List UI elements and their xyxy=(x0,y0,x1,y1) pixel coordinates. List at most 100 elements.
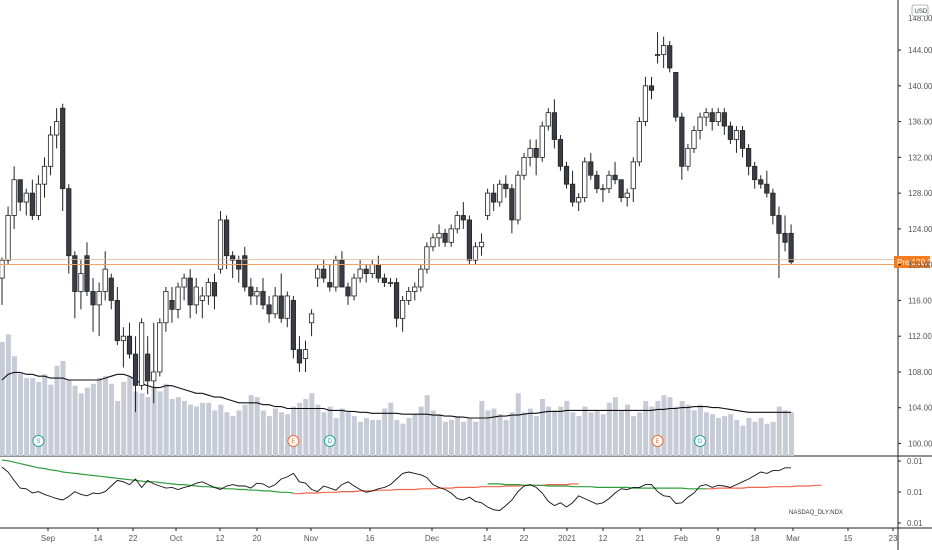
candle-body xyxy=(466,219,472,261)
candle-body xyxy=(381,277,388,283)
candle-body xyxy=(363,268,369,275)
candle-body xyxy=(369,264,375,274)
volume-bar xyxy=(758,418,764,456)
time-tick-label: Dec xyxy=(425,534,439,543)
time-tick-label: 16 xyxy=(366,534,375,543)
volume-bar xyxy=(175,397,181,456)
candle-body xyxy=(624,192,630,198)
volume-bar xyxy=(339,408,345,456)
volume-bar xyxy=(631,416,637,456)
volume-bar xyxy=(540,399,546,456)
candle-body xyxy=(424,246,430,270)
volume-bar xyxy=(485,410,491,456)
time-tick-label: 15 xyxy=(844,534,853,543)
time-tick-label: Mar xyxy=(786,534,800,543)
volume-bar xyxy=(206,402,212,456)
candle-body xyxy=(84,255,90,292)
candle-body xyxy=(78,273,84,292)
volume-bar xyxy=(685,404,691,456)
volume-bar xyxy=(776,406,782,456)
candle-body xyxy=(41,165,48,185)
candle-body xyxy=(436,232,442,239)
volume-bar xyxy=(570,412,576,456)
candle-body xyxy=(54,121,60,136)
volume-bar xyxy=(279,412,285,456)
volume-bar xyxy=(679,400,685,456)
candle-body xyxy=(733,130,740,140)
volume-bar xyxy=(151,387,157,456)
indicator-tick-label: 0.01 xyxy=(907,519,923,528)
candle-body xyxy=(576,197,582,203)
candle-body xyxy=(163,291,169,324)
candle-body xyxy=(454,215,460,230)
candle-body xyxy=(509,188,515,221)
candle-body xyxy=(102,268,108,292)
price-tick-label: 140.00 xyxy=(908,82,932,91)
event-badge xyxy=(694,435,707,447)
event-badge-letter: S xyxy=(36,439,40,445)
volume-bar xyxy=(285,414,291,456)
volume-bar xyxy=(187,404,193,456)
candle-body xyxy=(0,259,5,279)
volume-bar xyxy=(272,408,278,456)
candle-body xyxy=(503,183,509,190)
volume-bar xyxy=(127,376,133,456)
candle-body xyxy=(478,241,485,248)
volume-bar xyxy=(364,418,369,456)
volume-bar xyxy=(394,419,400,456)
event-badge xyxy=(323,435,336,447)
candle-body xyxy=(5,215,11,261)
candle-body xyxy=(679,116,685,167)
volume-bar xyxy=(121,381,127,456)
volume-bar xyxy=(327,406,333,456)
axes: Pre 120.30 148.00 144.00 140.00 136.00 132.00… xyxy=(41,4,932,543)
candle-body xyxy=(703,112,709,118)
volume-bar xyxy=(600,414,606,456)
candle-body xyxy=(752,165,758,181)
time-tick-label: 9 xyxy=(716,534,721,543)
event-badge-letter: E xyxy=(656,439,660,445)
candle-body xyxy=(217,219,224,270)
candle-body xyxy=(630,161,636,190)
volume-bar xyxy=(72,385,78,456)
price-tick-label: 136.00 xyxy=(908,118,932,127)
volume-bar xyxy=(558,406,564,456)
candle-body xyxy=(442,232,448,243)
volume-bar xyxy=(297,402,303,456)
volume-moving-average xyxy=(1,371,792,419)
volume-bar xyxy=(618,410,624,456)
volume-bar xyxy=(521,412,527,456)
volume-bar xyxy=(345,412,351,456)
volume-bar xyxy=(625,404,631,456)
volume-bar xyxy=(418,406,424,456)
candle-body xyxy=(770,192,776,216)
candle-body xyxy=(181,277,187,288)
volume-bar xyxy=(96,378,102,456)
time-tick-label: 23 xyxy=(889,534,898,543)
candle-body xyxy=(527,148,533,158)
time-tick-label: 22 xyxy=(129,534,138,543)
volume-bar xyxy=(388,402,394,456)
volume-bar xyxy=(552,410,558,456)
candle-body xyxy=(72,255,78,292)
volume-bar xyxy=(163,383,169,456)
volume-bar xyxy=(266,416,272,456)
candle-body xyxy=(199,295,205,301)
candle-body xyxy=(114,300,120,342)
volume-bar xyxy=(533,416,539,456)
volume-bar xyxy=(370,419,376,456)
candle-body xyxy=(284,295,290,319)
candle-body xyxy=(739,130,746,149)
volume-bar xyxy=(78,393,84,456)
time-tick-label: 12 xyxy=(216,534,225,543)
volume-bar xyxy=(357,421,363,456)
volume-bar xyxy=(746,418,752,456)
volume-bar xyxy=(194,406,200,456)
candle-body xyxy=(290,300,296,350)
time-tick-label: 22 xyxy=(520,534,529,543)
candle-body xyxy=(721,112,727,127)
volume-bars xyxy=(0,334,794,456)
volume-bar xyxy=(315,404,321,456)
